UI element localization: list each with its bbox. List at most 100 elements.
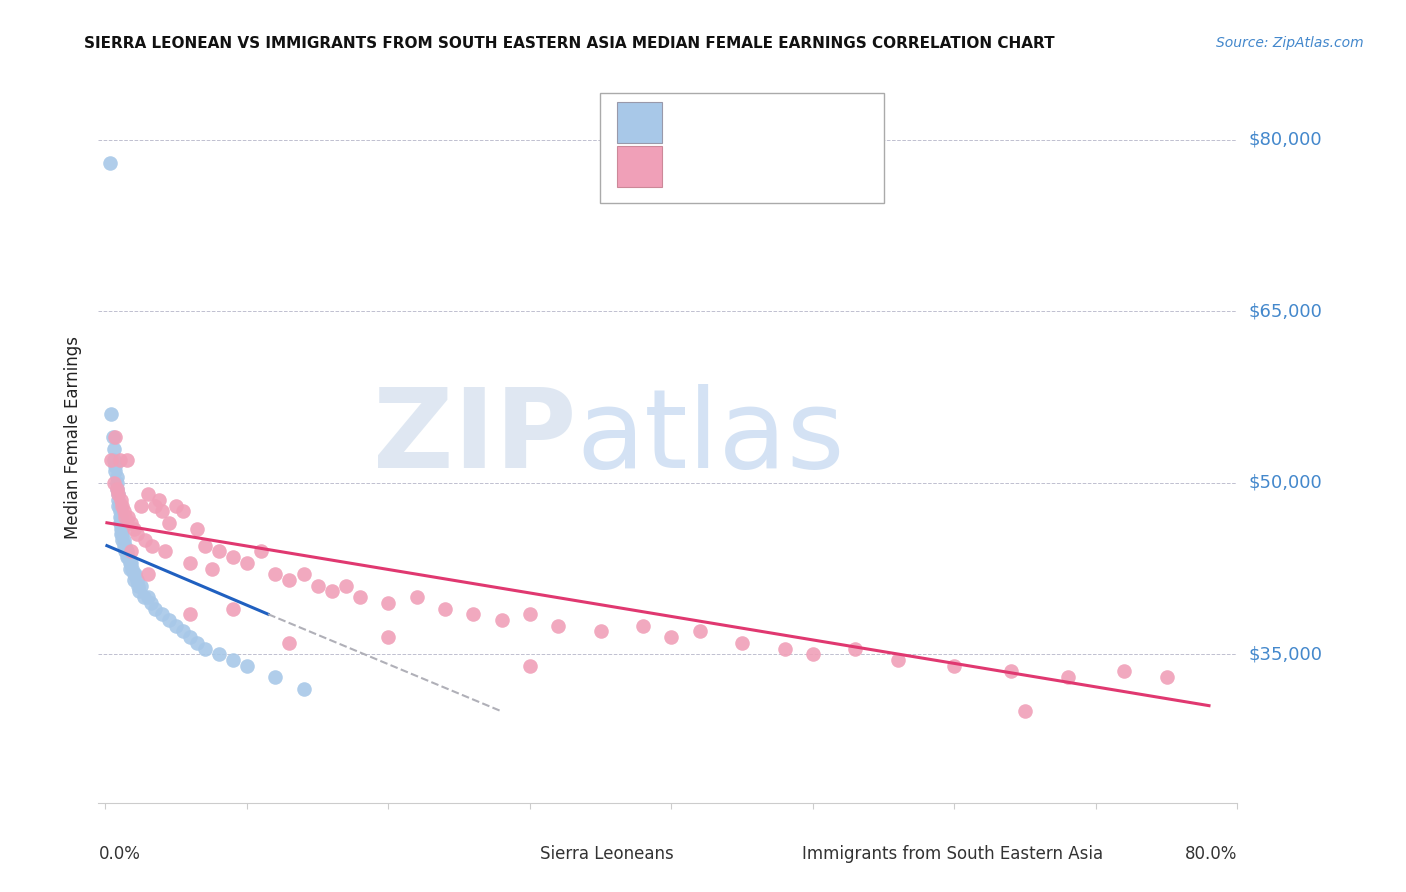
Point bbox=[121, 561, 143, 575]
Point bbox=[157, 516, 180, 530]
Point bbox=[110, 510, 132, 524]
Point bbox=[111, 499, 134, 513]
FancyBboxPatch shape bbox=[748, 836, 790, 872]
Point bbox=[278, 573, 301, 587]
Point bbox=[104, 458, 127, 473]
Point bbox=[264, 670, 287, 684]
Text: $50,000: $50,000 bbox=[1249, 474, 1322, 491]
Point bbox=[108, 499, 131, 513]
Text: -0.430: -0.430 bbox=[714, 158, 779, 176]
Point bbox=[1114, 665, 1136, 679]
Point bbox=[125, 527, 148, 541]
Point bbox=[208, 647, 231, 661]
Point bbox=[105, 475, 128, 490]
Point bbox=[115, 550, 138, 565]
Point bbox=[128, 584, 150, 599]
Point bbox=[107, 499, 129, 513]
Point bbox=[172, 504, 194, 518]
Point bbox=[118, 556, 141, 570]
Point bbox=[186, 521, 208, 535]
Point bbox=[100, 407, 122, 421]
Point bbox=[136, 487, 159, 501]
Y-axis label: Median Female Earnings: Median Female Earnings bbox=[65, 335, 83, 539]
Text: R =: R = bbox=[676, 113, 716, 131]
Point bbox=[1000, 665, 1022, 679]
Point bbox=[165, 499, 187, 513]
Point bbox=[631, 618, 654, 632]
FancyBboxPatch shape bbox=[599, 94, 884, 203]
Point bbox=[179, 556, 201, 570]
Text: R =: R = bbox=[676, 158, 716, 176]
Point bbox=[125, 573, 148, 587]
Point bbox=[110, 527, 132, 541]
Point bbox=[292, 567, 315, 582]
Point bbox=[110, 516, 132, 530]
Point bbox=[112, 504, 135, 518]
Point bbox=[547, 618, 569, 632]
Point bbox=[103, 475, 125, 490]
Point bbox=[153, 544, 176, 558]
Point bbox=[172, 624, 194, 639]
Point bbox=[250, 544, 273, 558]
Point bbox=[887, 653, 910, 667]
Point bbox=[1056, 670, 1078, 684]
Point bbox=[193, 539, 215, 553]
Point bbox=[463, 607, 485, 622]
Point bbox=[115, 453, 138, 467]
Point bbox=[236, 556, 259, 570]
Point bbox=[114, 539, 136, 553]
Text: $65,000: $65,000 bbox=[1249, 302, 1322, 320]
Point bbox=[120, 516, 142, 530]
Point bbox=[141, 539, 163, 553]
Point bbox=[519, 607, 541, 622]
Point bbox=[278, 636, 301, 650]
Text: ZIP: ZIP bbox=[374, 384, 576, 491]
Point bbox=[120, 544, 142, 558]
Point bbox=[98, 155, 121, 169]
Point bbox=[127, 579, 149, 593]
Point bbox=[689, 624, 711, 639]
Point bbox=[120, 556, 142, 570]
Point bbox=[105, 482, 128, 496]
Point bbox=[801, 647, 824, 661]
FancyBboxPatch shape bbox=[485, 836, 529, 872]
Point bbox=[321, 584, 343, 599]
Text: N = 70: N = 70 bbox=[790, 158, 870, 176]
Point bbox=[519, 658, 541, 673]
Point bbox=[150, 607, 173, 622]
Point bbox=[1156, 670, 1178, 684]
Point bbox=[114, 544, 136, 558]
Point bbox=[143, 499, 166, 513]
Point bbox=[589, 624, 612, 639]
Point bbox=[179, 607, 201, 622]
Point bbox=[844, 641, 866, 656]
Text: Source: ZipAtlas.com: Source: ZipAtlas.com bbox=[1216, 36, 1364, 50]
Point bbox=[157, 613, 180, 627]
Point bbox=[112, 539, 135, 553]
Point bbox=[661, 630, 683, 644]
FancyBboxPatch shape bbox=[617, 103, 662, 143]
Point bbox=[307, 579, 329, 593]
Point bbox=[129, 499, 152, 513]
FancyBboxPatch shape bbox=[617, 146, 662, 186]
Point bbox=[107, 492, 129, 507]
Point bbox=[186, 636, 208, 650]
Point bbox=[115, 544, 138, 558]
Point bbox=[264, 567, 287, 582]
Point bbox=[122, 521, 145, 535]
Text: N = 58: N = 58 bbox=[790, 113, 870, 131]
Point bbox=[236, 658, 259, 673]
Text: atlas: atlas bbox=[576, 384, 845, 491]
Point bbox=[103, 453, 125, 467]
Point bbox=[108, 504, 131, 518]
Point bbox=[139, 596, 162, 610]
Point bbox=[943, 658, 966, 673]
Text: -0.280: -0.280 bbox=[714, 113, 779, 131]
Point bbox=[136, 567, 159, 582]
Point bbox=[110, 521, 132, 535]
Point bbox=[107, 487, 129, 501]
Point bbox=[491, 613, 513, 627]
Point bbox=[434, 601, 457, 615]
Text: Sierra Leoneans: Sierra Leoneans bbox=[540, 845, 673, 863]
Point bbox=[200, 561, 222, 575]
